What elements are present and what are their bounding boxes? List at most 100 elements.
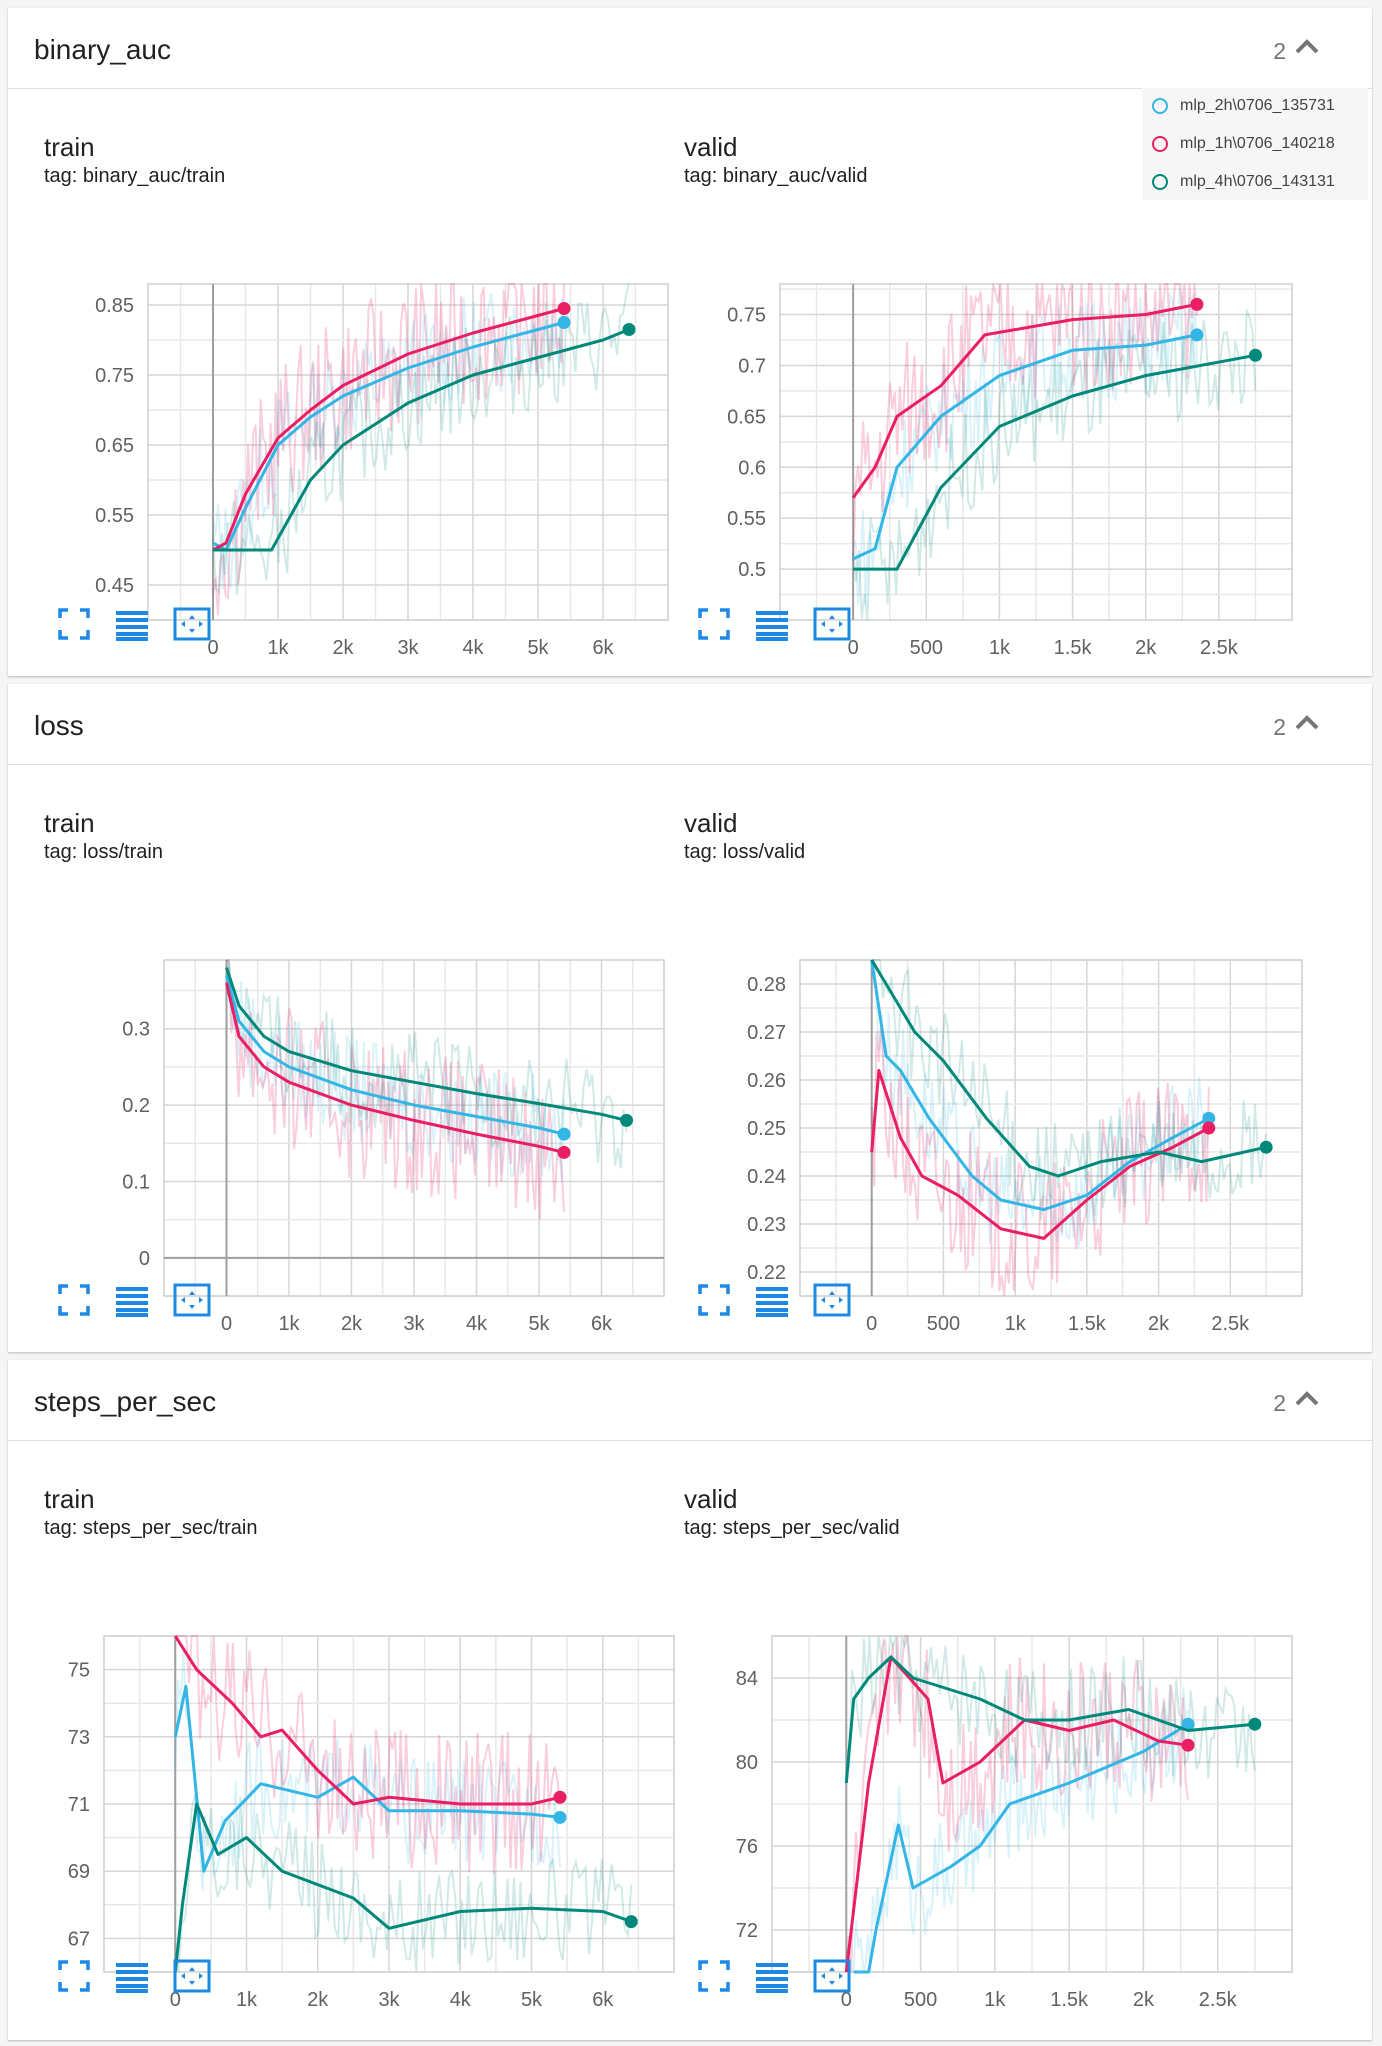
data-table-icon[interactable] — [752, 1956, 792, 1996]
series-line[interactable] — [852, 333, 1198, 561]
x-tick-label: 2k — [1133, 1989, 1155, 2011]
series-line[interactable] — [870, 1068, 1210, 1240]
section-header[interactable]: loss 2 — [8, 684, 1372, 765]
series-line[interactable] — [213, 328, 630, 552]
series-line[interactable] — [870, 959, 1267, 1178]
y-tick-label: 69 — [68, 1861, 90, 1883]
chart-title: train — [44, 132, 95, 162]
chart-card: train tag: binary_auc/train 0 1k 2k 3k 4k 5k 6k 0… — [8, 88, 669, 659]
grid — [799, 959, 1303, 1297]
series-endpoint[interactable] — [1202, 1111, 1216, 1125]
series-line[interactable] — [173, 1802, 632, 1973]
fullscreen-icon[interactable] — [694, 1280, 734, 1320]
fit-domain-icon[interactable] — [812, 1956, 852, 1996]
chevron-up-icon[interactable] — [1292, 34, 1322, 58]
series-endpoint[interactable] — [622, 323, 636, 336]
series-endpoint[interactable] — [553, 1810, 567, 1824]
series-endpoint[interactable] — [553, 1790, 567, 1804]
line-chart[interactable]: 0 1k 2k 3k 4k 5k 6k 0.85 0.75 0.65 0.55 0.45 — [8, 88, 669, 659]
series-line[interactable] — [212, 321, 565, 552]
x-tick-label: 4k — [462, 637, 484, 659]
data-table-icon[interactable] — [112, 1956, 152, 1996]
series-endpoint[interactable] — [1190, 297, 1204, 311]
legend-item-mlp-2h[interactable]: mlp_2h\0706_135731 — [1152, 92, 1368, 120]
series-line[interactable] — [225, 974, 565, 1136]
fullscreen-icon[interactable] — [54, 1280, 94, 1320]
series-endpoint[interactable] — [1248, 348, 1262, 362]
chart-tag: tag: loss/valid — [684, 841, 806, 863]
series-line[interactable] — [174, 1635, 561, 1806]
series-endpoint[interactable] — [1248, 1717, 1262, 1731]
x-tick-label: 0 — [221, 1313, 232, 1335]
line-chart[interactable]: 0 500 1k 1.5k 2k 2.5k 0.75 0.7 0.65 0.6 0.55 0.5 — [648, 88, 1293, 659]
fit-domain-icon[interactable] — [812, 1280, 852, 1320]
x-tick-label: 2k — [1135, 637, 1157, 659]
series-endpoint[interactable] — [557, 302, 571, 315]
series-endpoint[interactable] — [557, 1127, 571, 1141]
fit-domain-icon[interactable] — [812, 604, 852, 644]
line-chart[interactable]: 0 500 1k 1.5k 2k 2.5k 0.28 0.27 0.26 0.25 0.24 0.23… — [648, 764, 1303, 1335]
series-endpoint[interactable] — [624, 1915, 638, 1929]
series-endpoint[interactable] — [557, 1145, 571, 1159]
series-endpoint[interactable] — [620, 1113, 633, 1127]
series-line[interactable] — [225, 982, 565, 1154]
raw-trace — [175, 1635, 561, 1874]
fullscreen-icon[interactable] — [54, 604, 94, 644]
x-tick-label: 0 — [170, 1989, 181, 2011]
series-line[interactable] — [844, 1655, 1256, 1784]
series-endpoint[interactable] — [1202, 1121, 1216, 1135]
fullscreen-icon[interactable] — [694, 604, 734, 644]
chart-tag: tag: steps_per_sec/train — [44, 1517, 258, 1539]
series-line[interactable] — [853, 1722, 1189, 1974]
data-table-icon[interactable] — [112, 1280, 152, 1320]
series-endpoint[interactable] — [1190, 328, 1204, 342]
x-tick-label: 1k — [267, 637, 289, 659]
line-chart[interactable]: 0 500 1k 1.5k 2k 2.5k 84 80 76 72 — [648, 1440, 1293, 2011]
series-endpoint[interactable] — [1181, 1717, 1195, 1731]
chevron-up-icon[interactable] — [1292, 710, 1322, 734]
fullscreen-icon[interactable] — [694, 1956, 734, 1996]
data-table-icon[interactable] — [112, 604, 152, 644]
run-circle-icon — [1152, 174, 1168, 190]
chart-card: train tag: loss/train 0 1k 2k 3k 4k 5k 6k 0.3 0.2 0… — [8, 764, 665, 1335]
fullscreen-icon[interactable] — [54, 1956, 94, 1996]
fit-domain-icon[interactable] — [172, 1956, 212, 1996]
legend-item-mlp-4h[interactable]: mlp_4h\0706_143131 — [1152, 168, 1368, 196]
x-tick-label: 0 — [848, 637, 859, 659]
legend-item-mlp-1h[interactable]: mlp_1h\0706_140218 — [1152, 130, 1368, 158]
chart-tag: tag: binary_auc/train — [44, 165, 226, 187]
chevron-up-icon[interactable] — [1292, 1386, 1322, 1410]
series-line[interactable] — [212, 307, 565, 552]
line-chart[interactable]: 0 1k 2k 3k 4k 5k 6k 75 73 71 69 67 — [8, 1440, 675, 2011]
raw-trace — [845, 1635, 1189, 1973]
y-tick-label: 0.25 — [747, 1118, 786, 1140]
x-tick-label: 0 — [841, 1989, 852, 2011]
series-endpoint[interactable] — [557, 316, 571, 329]
line-chart[interactable]: 0 1k 2k 3k 4k 5k 6k 0.3 0.2 0.1 0 — [8, 764, 665, 1335]
series-endpoint[interactable] — [1259, 1140, 1273, 1154]
fit-domain-icon[interactable] — [172, 604, 212, 644]
data-table-icon[interactable] — [752, 604, 792, 644]
section-title: steps_per_sec — [34, 1386, 217, 1417]
x-tick-label: 500 — [904, 1989, 937, 2011]
series-line[interactable] — [853, 353, 1256, 571]
x-tick-label: 1k — [1005, 1313, 1027, 1335]
chart-card: valid tag: steps_per_sec/valid 0 500 1k 1.5k 2… — [648, 1440, 1293, 2011]
series-line[interactable] — [225, 967, 627, 1122]
y-tick-label: 0.3 — [122, 1019, 150, 1041]
y-tick-label: 67 — [68, 1928, 90, 1950]
x-tick-label: 2k — [341, 1313, 363, 1335]
section-header[interactable]: binary_auc 2 — [8, 8, 1372, 89]
chart-tag: tag: loss/train — [44, 841, 163, 863]
data-table-icon[interactable] — [752, 1280, 792, 1320]
chart-card: valid tag: loss/valid 0 500 1k 1.5k 2k 2.5k 0.28… — [648, 764, 1303, 1335]
fit-domain-icon[interactable] — [172, 1280, 212, 1320]
chart-title: valid — [684, 808, 738, 838]
raw-trace — [845, 1635, 1256, 1779]
series-line[interactable] — [851, 302, 1198, 499]
series-line[interactable] — [844, 1655, 1189, 1973]
y-tick-label: 0.1 — [122, 1171, 150, 1193]
series-endpoint[interactable] — [1181, 1738, 1195, 1752]
section-header[interactable]: steps_per_sec 2 — [8, 1360, 1372, 1441]
x-tick-label: 4k — [450, 1989, 472, 2011]
